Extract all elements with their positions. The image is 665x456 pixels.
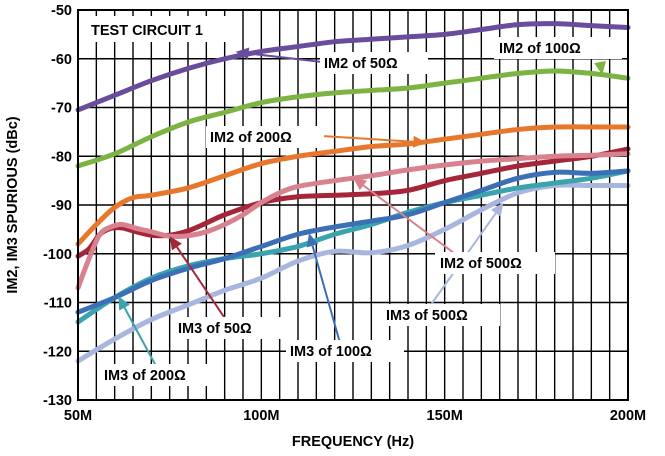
series-line: [75, 168, 631, 325]
series-line: [75, 168, 631, 315]
annotation-arrow-line: [248, 52, 323, 63]
annotation-arrow-line: [176, 246, 227, 321]
y-tick-label: -80: [51, 149, 72, 165]
annotation-arrow-head: [169, 236, 182, 251]
label-bg-im2-100: [494, 37, 622, 59]
annotation-group: TEST CIRCUIT 1 IM2 of 50Ω IM2 of 100Ω IM…: [84, 16, 622, 386]
label-im2-500: IM2 of 500Ω: [440, 256, 522, 272]
series-line: [75, 21, 631, 113]
label-im3-500: IM3 of 500Ω: [386, 308, 468, 324]
label-im2-100: IM2 of 100Ω: [499, 41, 581, 57]
plot-frame: [77, 9, 629, 401]
label-bg-im2-50: [320, 52, 428, 74]
series-line: [75, 182, 631, 364]
series-line: [75, 151, 631, 291]
annotation-arrow-head: [412, 135, 427, 148]
y-tick-label: -100: [43, 247, 72, 263]
tick-labels: -130 -120 -110 -100 -90 -80 -70 -60 -50 50M 100M 15…: [43, 3, 646, 424]
y-axis-title: IM2, IM3 SPURIOUS (dBc): [5, 116, 21, 293]
annotation-arrow-line: [311, 245, 341, 344]
annotation-arrow-head: [594, 60, 606, 75]
label-im2-200: IM2 of 200Ω: [210, 130, 292, 146]
x-axis-title: FREQUENCY (Hz): [292, 434, 414, 450]
annotation-arrow-head: [235, 47, 250, 60]
label-im3-200: IM3 of 200Ω: [104, 368, 186, 384]
title-box: [84, 16, 240, 42]
label-im2-50: IM2 of 50Ω: [324, 56, 398, 72]
label-im3-50: IM3 of 50Ω: [178, 321, 252, 337]
y-tick-label: -120: [43, 344, 72, 360]
y-tick-label: -50: [51, 3, 72, 19]
y-tick-label: -60: [51, 52, 72, 68]
x-tick-label: 50M: [64, 408, 92, 424]
label-bg-im3-200: [100, 364, 218, 386]
label-im3-100: IM3 of 100Ω: [290, 344, 372, 360]
label-bg-im3-100: [286, 340, 404, 362]
y-tick-label: -90: [51, 198, 72, 214]
annotation-arrow-head: [353, 177, 368, 191]
annotation-arrow-head: [118, 296, 130, 311]
chart-title: TEST CIRCUIT 1: [91, 23, 203, 39]
series-layer: [75, 21, 631, 364]
label-bg-im2-200: [206, 126, 324, 148]
annotation-arrow-line: [321, 135, 414, 143]
x-tick-label: 100M: [243, 408, 279, 424]
series-line: [75, 68, 631, 169]
x-tick-label: 200M: [610, 408, 646, 424]
annotation-arrow-line: [123, 307, 157, 367]
y-tick-label: -70: [51, 101, 72, 117]
annotation-arrow-head: [490, 202, 504, 217]
x-tick-label: 150M: [427, 408, 463, 424]
label-bg-im3-500: [382, 304, 500, 326]
label-bg-im3-50: [174, 317, 282, 339]
y-tick-label: -130: [43, 393, 72, 409]
annotation-arrow-head: [306, 233, 319, 248]
annotation-arrow-line: [362, 184, 459, 257]
y-tick-label: -110: [44, 296, 72, 312]
annotation-arrows: [118, 47, 606, 367]
label-bg-im2-500: [435, 252, 555, 274]
series-line: [75, 124, 631, 247]
